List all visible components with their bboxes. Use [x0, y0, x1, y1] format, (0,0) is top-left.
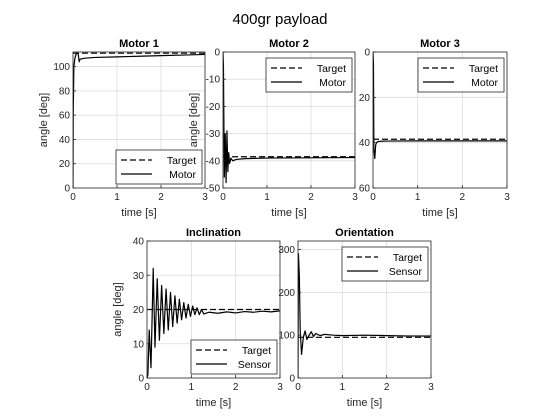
orientation-legend-box	[341, 246, 429, 282]
motor-1-axes-frame	[72, 51, 206, 189]
motor-3-legend-box	[417, 57, 505, 93]
motor-2-xlabel: time [s]	[271, 207, 306, 219]
motor-3-ytick-label-0: 60	[359, 184, 371, 195]
motor-3-ytick-label-2: 20	[359, 93, 371, 104]
motor-2-ytick-label-3: -20	[206, 102, 221, 113]
inclination-xlabel: time [s]	[196, 397, 231, 409]
motor-3-xtick-label-3: 3	[504, 192, 510, 203]
motor-2-ylabel: angle [deg]	[188, 93, 200, 147]
motor-3-legend-label-target: Target	[469, 63, 498, 75]
orientation-xlabel: time [s]	[347, 397, 382, 409]
inclination-ytick-label-2: 20	[133, 305, 145, 316]
motor-2-ytick-label-1: -40	[206, 156, 221, 167]
motor-2-xtick-label-1: 1	[264, 192, 270, 203]
motor-3-title: Motor 3	[420, 38, 460, 50]
motor-2-axes-frame	[222, 51, 356, 189]
inclination-xtick-label-0: 0	[144, 382, 150, 393]
motor-3-xtick-label-2: 2	[460, 192, 466, 203]
motor-3-series	[373, 52, 507, 160]
inclination-legend-label-sensor: Sensor	[238, 359, 272, 371]
orientation-ytick-label-1: 100	[278, 331, 295, 342]
inclination-ytick-label-4: 40	[133, 237, 145, 248]
orientation-xtick-label-3: 3	[428, 382, 434, 393]
motor-1-motor-line	[73, 52, 205, 188]
motor-1-xtick-label-3: 3	[202, 192, 208, 203]
motor-2-title: Motor 2	[269, 38, 309, 50]
motor-2-legend: Target Motor	[265, 57, 353, 93]
motor-1-ytick-label-4: 80	[59, 86, 71, 97]
motor-1-series	[73, 52, 205, 188]
inclination-ytick-label-3: 30	[133, 271, 145, 282]
motor-3-axes-frame	[372, 51, 508, 189]
inclination-xtick-label-1: 1	[189, 382, 195, 393]
motor-2-ytick-label-5: 0	[214, 48, 220, 59]
motor-1-ytick-label-1: 20	[59, 159, 71, 170]
figure-title: 400gr payload	[232, 11, 327, 28]
inclination-ytick-label-1: 10	[133, 339, 145, 350]
inclination-xtick-label-2: 2	[233, 382, 239, 393]
inclination-legend: Target Sensor	[190, 339, 278, 375]
motor-3-motor-line	[373, 52, 507, 160]
motor-2-legend-label-motor: Motor	[319, 77, 346, 89]
orientation-legend-label-sensor: Sensor	[389, 266, 423, 278]
motor-2-ytick-label-2: -30	[206, 129, 221, 140]
motor-1-legend-label-motor: Motor	[169, 169, 196, 181]
motor-1-legend: Target Motor	[115, 149, 203, 185]
motor-1-plot: 0 1 2 3 0 20 40 60 80 100 Motor 1 time [s] angle [de…	[38, 38, 208, 219]
motor-3-plot: 0 1 2 3 60 40 20 0 Motor 3 time [s] Target Motor	[359, 38, 510, 219]
motor-3-legend: Target Motor	[417, 57, 505, 93]
orientation-legend: Target Sensor	[341, 246, 429, 282]
inclination-legend-label-target: Target	[242, 345, 271, 357]
motor-2-xtick-label-2: 2	[308, 192, 314, 203]
motor-3-ytick-label-1: 40	[359, 138, 371, 149]
inclination-xtick-label-3: 3	[277, 382, 283, 393]
motor-1-ytick-label-2: 40	[59, 135, 71, 146]
inclination-legend-box	[190, 339, 278, 375]
motor-2-xtick-label-3: 3	[352, 192, 358, 203]
motor-1-title: Motor 1	[119, 38, 159, 50]
inclination-ylabel: angle [deg]	[112, 282, 124, 336]
orientation-xtick-label-2: 2	[384, 382, 390, 393]
motor-1-ytick-label-3: 60	[59, 111, 71, 122]
motor-1-ytick-label-5: 100	[53, 62, 70, 73]
motor-2-series	[223, 52, 355, 184]
motor-3-xtick-label-0: 0	[370, 192, 376, 203]
motor-1-ylabel: angle [deg]	[38, 93, 50, 147]
motor-1-xtick-label-0: 0	[70, 192, 76, 203]
inclination-ytick-label-0: 0	[138, 374, 144, 385]
orientation-xtick-label-0: 0	[295, 382, 301, 393]
motor-2-legend-box	[265, 57, 353, 93]
orientation-ytick-label-2: 200	[278, 288, 295, 299]
orientation-legend-label-target: Target	[393, 252, 422, 264]
motor-2-xtick-label-0: 0	[220, 192, 226, 203]
orientation-ytick-label-3: 300	[278, 245, 295, 256]
motor-2-legend-label-target: Target	[317, 63, 346, 75]
inclination-sensor-line	[147, 267, 280, 378]
motor-1-legend-label-target: Target	[167, 155, 196, 167]
motor-2-ytick-label-0: -50	[206, 184, 221, 195]
motor-1-legend-box	[115, 149, 203, 185]
motor-1-xlabel: time [s]	[121, 207, 156, 219]
motor-1-xtick-label-2: 2	[158, 192, 164, 203]
orientation-ytick-label-0: 0	[289, 374, 295, 385]
motor-1-ytick-label-0: 0	[64, 184, 70, 195]
orientation-title: Orientation	[335, 227, 394, 239]
motor-3-xtick-label-1: 1	[415, 192, 421, 203]
motor-1-xtick-label-1: 1	[114, 192, 120, 203]
motor-2-ytick-label-4: -10	[206, 75, 221, 86]
motor-3-legend-label-motor: Motor	[471, 77, 498, 89]
motor-3-ytick-label-3: 0	[364, 48, 370, 59]
orientation-axes-frame	[297, 240, 432, 379]
inclination-title: Inclination	[186, 227, 241, 239]
motor-2-motor-line	[223, 52, 355, 184]
motor-3-xlabel: time [s]	[422, 207, 457, 219]
orientation-xtick-label-1: 1	[340, 382, 346, 393]
inclination-series	[147, 267, 280, 378]
